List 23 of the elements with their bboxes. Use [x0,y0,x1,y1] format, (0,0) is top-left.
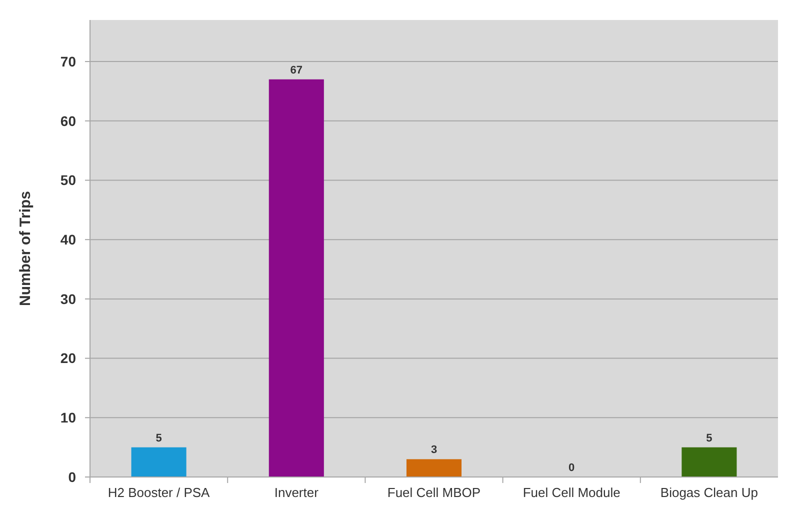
y-tick-label: 70 [60,53,76,70]
x-tick-label: Fuel Cell MBOP [387,485,481,500]
bar [406,459,462,477]
y-tick-label: 20 [60,350,76,366]
y-tick-label: 60 [60,112,76,129]
data-label: 5 [156,432,162,444]
y-tick-label: 10 [60,410,76,426]
bar [268,79,324,477]
x-tick-label: Fuel Cell Module [522,485,620,500]
x-tick-label: H2 Booster / PSA [108,485,210,500]
y-tick-label: 30 [60,290,76,307]
y-tick-label: 40 [60,231,76,248]
x-tick-label: Inverter [274,485,320,500]
x-tick-label: Biogas Clean Up [660,485,758,500]
bar [131,447,186,477]
data-label: 0 [568,462,575,474]
data-label: 5 [706,432,712,444]
data-label: 67 [290,64,303,76]
bar [682,447,737,477]
data-label: 3 [430,444,438,456]
y-tick-label: 0 [68,468,76,485]
y-axis-title: Number of Trips [17,190,34,306]
y-tick-label: 50 [60,172,76,188]
